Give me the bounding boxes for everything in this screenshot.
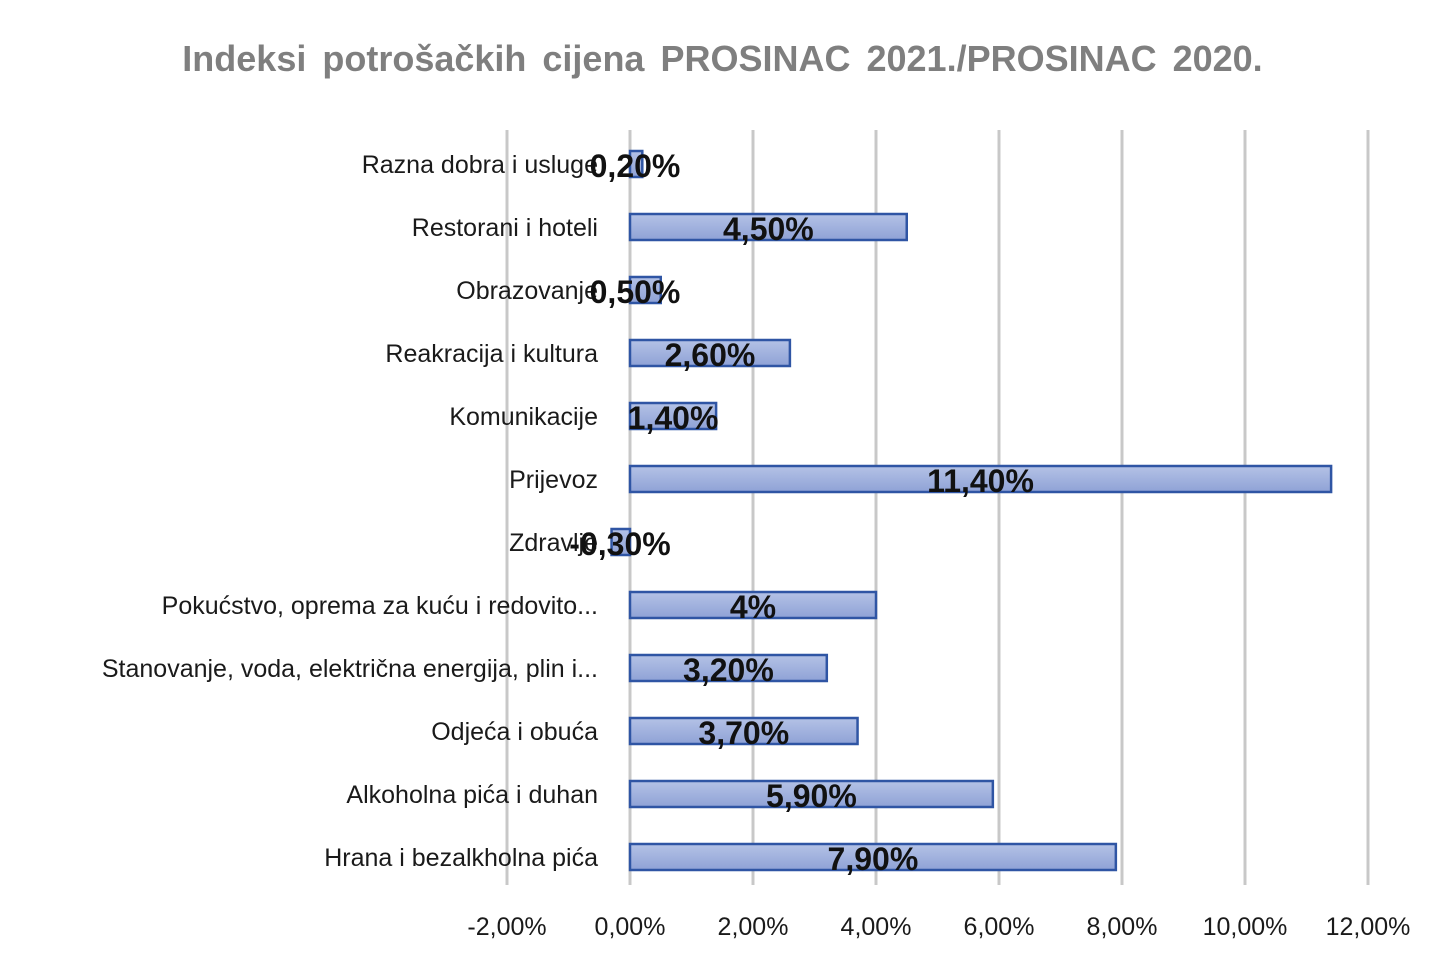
category-label: Komunikacije [449,403,598,431]
data-label: 7,90% [828,841,919,877]
gridlines [505,130,1370,885]
bar [628,590,878,620]
data-label: 11,40% [927,463,1034,499]
data-label: 3,70% [698,715,789,751]
category-label: Pokućstvo, oprema za kuću i redovito... [162,592,598,620]
bar [628,842,1118,872]
bar [628,464,1333,494]
bar [628,401,718,431]
data-label: 1,40% [628,400,719,436]
bar [628,212,908,242]
bar [628,716,859,746]
bar [628,779,995,809]
category-label: Odjeća i obuća [431,718,598,746]
x-tick-label: 10,00% [1203,913,1288,941]
category-label: Restorani i hoteli [412,214,598,242]
category-label: Hrana i bezalkholna pića [324,844,598,872]
data-label: 5,90% [766,778,857,814]
x-tick-label: 6,00% [964,913,1035,941]
data-label: 2,60% [665,337,756,373]
data-label: 4,50% [723,211,814,247]
x-tick-label: 12,00% [1326,913,1411,941]
category-label: Reakracija i kultura [385,340,598,368]
category-label: Alkoholna pića i duhan [346,781,598,809]
bar [628,653,829,683]
x-tick-label: 4,00% [841,913,912,941]
category-label: Obrazovanje [456,277,598,305]
data-label: 0,20% [590,148,681,184]
x-tick-label: 0,00% [595,913,666,941]
bar [610,527,632,557]
data-labels: 0,20% 4,50% 0,50% 2,60% 1,40% 11,40% -0,30% 4% 3… [569,148,1034,877]
x-tick-label: -2,00% [467,913,546,941]
bar [628,338,792,368]
data-label: -0,30% [569,526,670,562]
category-labels: Razna dobra i usluge Restorani i hoteli Ob… [102,151,598,872]
chart-title: Indeksi potrošačkih cijena PROSINAC 2021… [182,38,1263,79]
bar [628,149,644,179]
x-tick-label: 8,00% [1087,913,1158,941]
data-label: 4% [730,589,776,625]
data-label: 0,50% [590,274,681,310]
bar [628,275,662,305]
category-label: Zdravlje [509,529,598,557]
x-tick-label: 2,00% [718,913,789,941]
bars [610,149,1333,872]
category-label: Prijevoz [509,466,598,494]
x-axis-tick-labels: -2,00% 0,00% 2,00% 4,00% 6,00% 8,00% 10,00% 12,… [467,913,1410,941]
category-label: Razna dobra i usluge [362,151,598,179]
category-label: Stanovanje, voda, električna energija, p… [102,655,598,683]
data-label: 3,20% [683,652,774,688]
